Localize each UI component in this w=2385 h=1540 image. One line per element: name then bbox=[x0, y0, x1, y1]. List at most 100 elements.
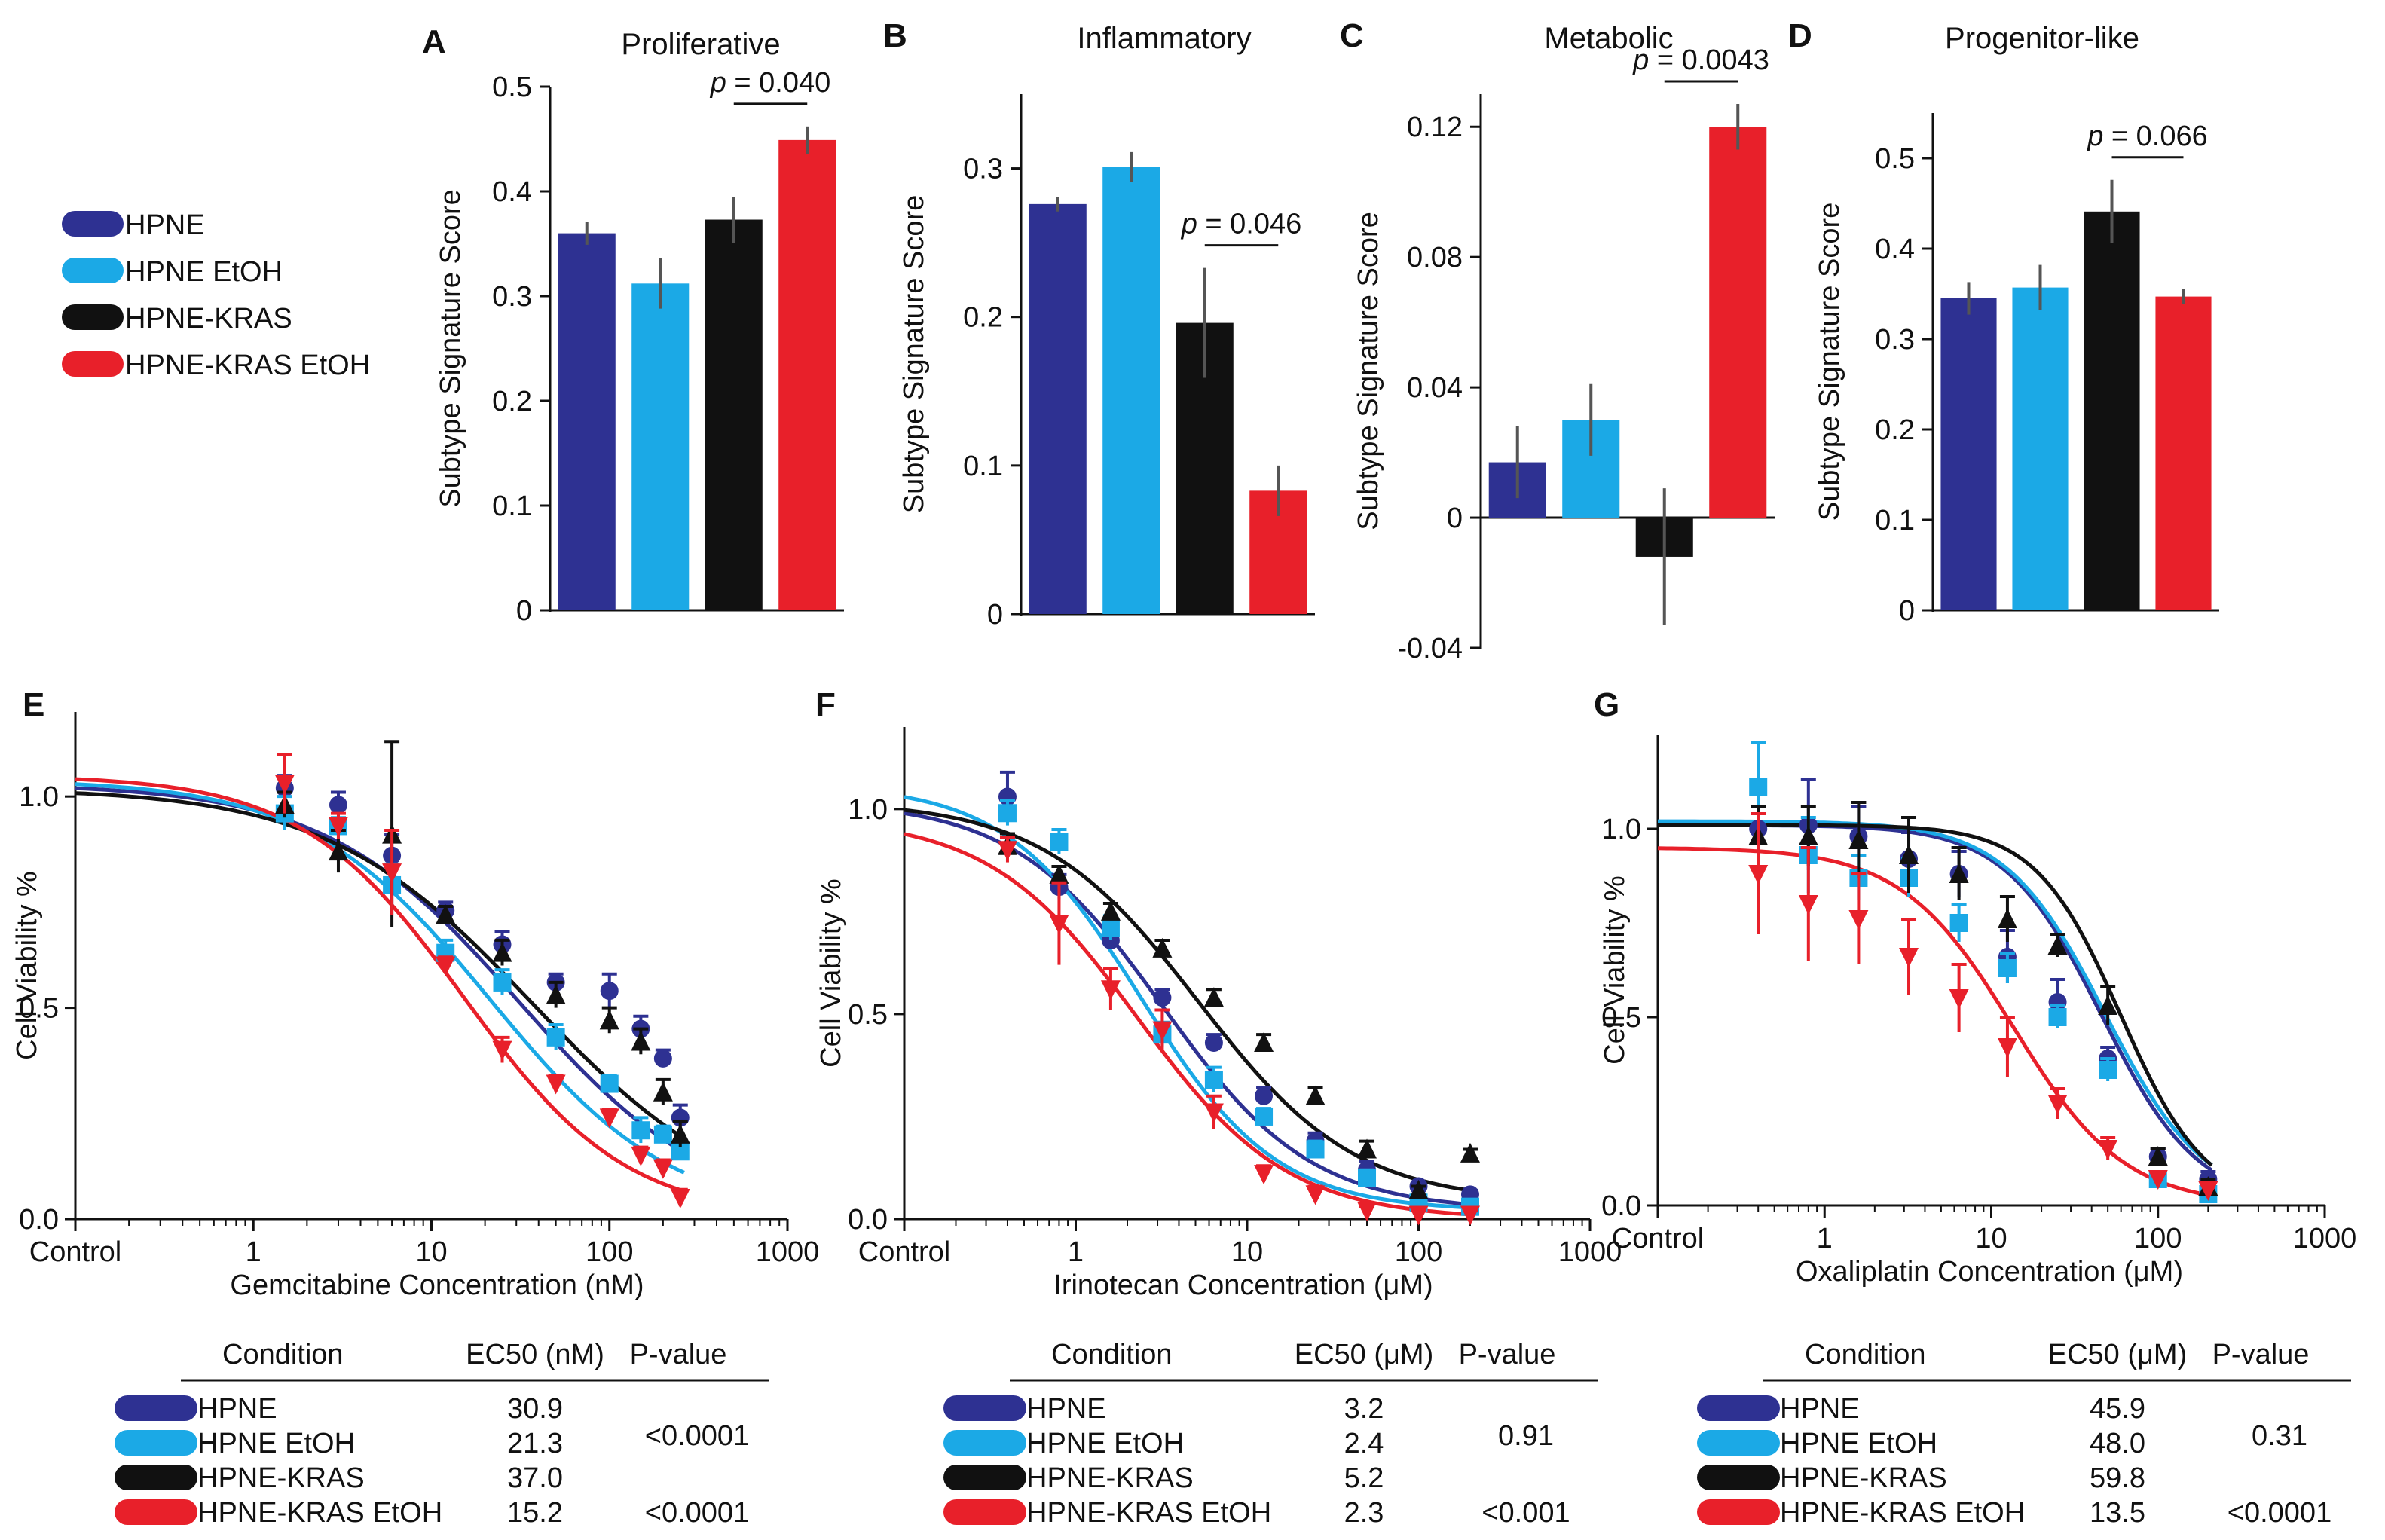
table-condition: HPNE EtOH bbox=[1780, 1428, 1937, 1459]
p-value-annotation: p = 0.066 bbox=[2087, 121, 2208, 152]
table-condition: HPNE-KRAS bbox=[197, 1462, 365, 1494]
table-header-p-value: P-value bbox=[2212, 1339, 2310, 1370]
legend-swatch-hpne-kras-etoh bbox=[62, 351, 124, 377]
data-point-hpne bbox=[1255, 1086, 1274, 1105]
data-point-hpne-kras-etoh bbox=[1408, 1205, 1429, 1226]
y-axis-label: Subtype Signature Score bbox=[1814, 203, 1845, 521]
y-tick-label: 1.0 bbox=[19, 781, 59, 813]
panel-b: B Inflammatory 0 0.1 0.2 0.3 Subtype Signature… bbox=[883, 17, 1315, 631]
table-condition: HPNE-KRAS EtOH bbox=[197, 1497, 442, 1529]
data-point-hpne-kras bbox=[2148, 1146, 2168, 1166]
data-point-hpne-kras-etoh bbox=[1748, 865, 1769, 885]
data-point-hpne-kras bbox=[1848, 830, 1869, 849]
legend-swatch-hpne-etoh bbox=[62, 258, 124, 283]
y-axis-label: Subtype Signature Score bbox=[898, 195, 930, 514]
data-point-hpne-kras-etoh bbox=[2098, 1140, 2118, 1160]
fit-curve-hpne-kras-etoh bbox=[904, 832, 1474, 1217]
fit-curve-hpne bbox=[904, 811, 1474, 1207]
table-swatch-hpne bbox=[1697, 1395, 1780, 1421]
fit-curve-hpne bbox=[1658, 823, 2213, 1172]
panel-title: Progenitor-like bbox=[1945, 22, 2139, 55]
table-swatch-hpne-kras bbox=[943, 1465, 1026, 1490]
fit-curve-hpne-kras-etoh bbox=[75, 777, 685, 1193]
p-value-text: = 0.040 bbox=[726, 67, 830, 99]
panel-g: G 0.0 0.5 1.0 Control 1 10 100 1000 Oxaliplatin C… bbox=[1594, 686, 2356, 1529]
table-header-ec50: EC50 (μM) bbox=[2048, 1339, 2187, 1370]
table-p-value: <0.0001 bbox=[645, 1420, 749, 1452]
data-point-hpne-etoh bbox=[998, 804, 1017, 823]
y-tick-label: 0.3 bbox=[1875, 324, 1915, 356]
table-swatch-hpne-kras bbox=[1697, 1465, 1780, 1490]
table-header-condition: Condition bbox=[1051, 1339, 1173, 1370]
y-axis-label: Cell Viability % bbox=[815, 878, 847, 1068]
data-point-hpne-kras-etoh bbox=[492, 1040, 512, 1061]
data-point-hpne-kras bbox=[1100, 900, 1121, 921]
y-tick-label: 0.3 bbox=[963, 154, 1003, 185]
p-value-text: = 0.046 bbox=[1197, 209, 1301, 240]
data-point-hpne-kras-etoh bbox=[1305, 1185, 1326, 1205]
data-point-hpne-kras bbox=[670, 1123, 690, 1144]
y-tick-label: 0 bbox=[1899, 595, 1915, 627]
p-symbol: p bbox=[710, 67, 726, 99]
data-point-hpne-kras bbox=[492, 942, 512, 962]
y-axis-label: Cell Viability % bbox=[1599, 875, 1631, 1065]
data-point-hpne-etoh bbox=[2048, 1008, 2067, 1026]
table-condition: HPNE-KRAS bbox=[1026, 1462, 1194, 1494]
table-condition: HPNE bbox=[1780, 1393, 1860, 1425]
fit-curve-hpne-etoh bbox=[75, 782, 685, 1175]
y-tick-label: 0.0 bbox=[1601, 1190, 1641, 1222]
table-condition: HPNE EtOH bbox=[197, 1428, 355, 1459]
fit-curve-hpne-kras bbox=[75, 791, 686, 1141]
table-header-p-value: P-value bbox=[1459, 1339, 1556, 1370]
p-value-annotation: p = 0.046 bbox=[1181, 209, 1302, 240]
y-tick-label: 0.1 bbox=[963, 451, 1003, 482]
x-tick-label: 1000 bbox=[2293, 1223, 2357, 1254]
panel-label: G bbox=[1594, 686, 1619, 723]
y-tick-label: 0.5 bbox=[1601, 1002, 1641, 1034]
x-axis-label: Irinotecan Concentration (μM) bbox=[1053, 1270, 1433, 1301]
data-point-hpne-kras bbox=[1305, 1085, 1326, 1105]
x-tick-label: 1000 bbox=[1558, 1236, 1622, 1268]
table-swatch-hpne-etoh bbox=[115, 1430, 197, 1456]
panel-title: Proliferative bbox=[621, 28, 780, 61]
y-tick-label: 0.5 bbox=[492, 72, 532, 103]
y-tick-label: 0.4 bbox=[1875, 234, 1915, 265]
table-condition: HPNE bbox=[1026, 1393, 1106, 1425]
data-point-hpne-kras bbox=[2098, 995, 2118, 1015]
data-point-hpne-kras-etoh bbox=[436, 956, 456, 976]
data-point-hpne-kras-etoh bbox=[1848, 910, 1869, 930]
table-condition: HPNE EtOH bbox=[1026, 1428, 1184, 1459]
table-condition: HPNE-KRAS bbox=[1780, 1462, 1947, 1494]
data-point-hpne-kras-etoh bbox=[1997, 1038, 2017, 1058]
y-tick-label: 0.2 bbox=[1875, 414, 1915, 446]
table-header-condition: Condition bbox=[1805, 1339, 1926, 1370]
bar-hpne-kras bbox=[2084, 211, 2140, 610]
table-ec50: 3.2 bbox=[1344, 1393, 1384, 1425]
data-point-hpne bbox=[1153, 988, 1172, 1007]
data-point-hpne-kras bbox=[1049, 863, 1069, 884]
panel-title: Inflammatory bbox=[1077, 22, 1251, 55]
x-tick-label: 10 bbox=[415, 1236, 447, 1268]
table-swatch-hpne-etoh bbox=[943, 1430, 1026, 1456]
table-condition: HPNE bbox=[197, 1393, 277, 1425]
data-point-hpne-kras bbox=[1949, 863, 1969, 883]
data-point-hpne-etoh bbox=[600, 1074, 619, 1093]
data-point-hpne-kras-etoh bbox=[2148, 1170, 2168, 1190]
x-tick-label: 1 bbox=[1068, 1236, 1084, 1268]
y-tick-label: 0.1 bbox=[492, 490, 532, 522]
fit-curve-hpne-etoh bbox=[1658, 819, 2213, 1167]
table-swatch-hpne-etoh bbox=[1697, 1430, 1780, 1456]
data-point-hpne-kras-etoh bbox=[1152, 1021, 1173, 1041]
data-point-hpne-kras bbox=[1997, 909, 2017, 928]
x-tick-label: 10 bbox=[1975, 1223, 2007, 1254]
data-point-hpne-kras-etoh bbox=[670, 1188, 690, 1208]
data-point-hpne bbox=[1204, 1034, 1223, 1053]
data-point-hpne-kras-etoh bbox=[1949, 989, 1969, 1009]
panel-d: D Progenitor-like 0 0.1 0.2 0.3 0.4 0.5 Subtype … bbox=[1788, 17, 2219, 627]
data-point-hpne-kras bbox=[2047, 935, 2068, 955]
table-swatch-hpne-kras-etoh bbox=[115, 1499, 197, 1525]
bar-hpne bbox=[1940, 298, 1997, 610]
data-point-hpne-kras-etoh bbox=[1798, 895, 1818, 915]
y-tick-label: 1.0 bbox=[1601, 814, 1641, 845]
y-tick-label: 0.1 bbox=[1875, 505, 1915, 536]
